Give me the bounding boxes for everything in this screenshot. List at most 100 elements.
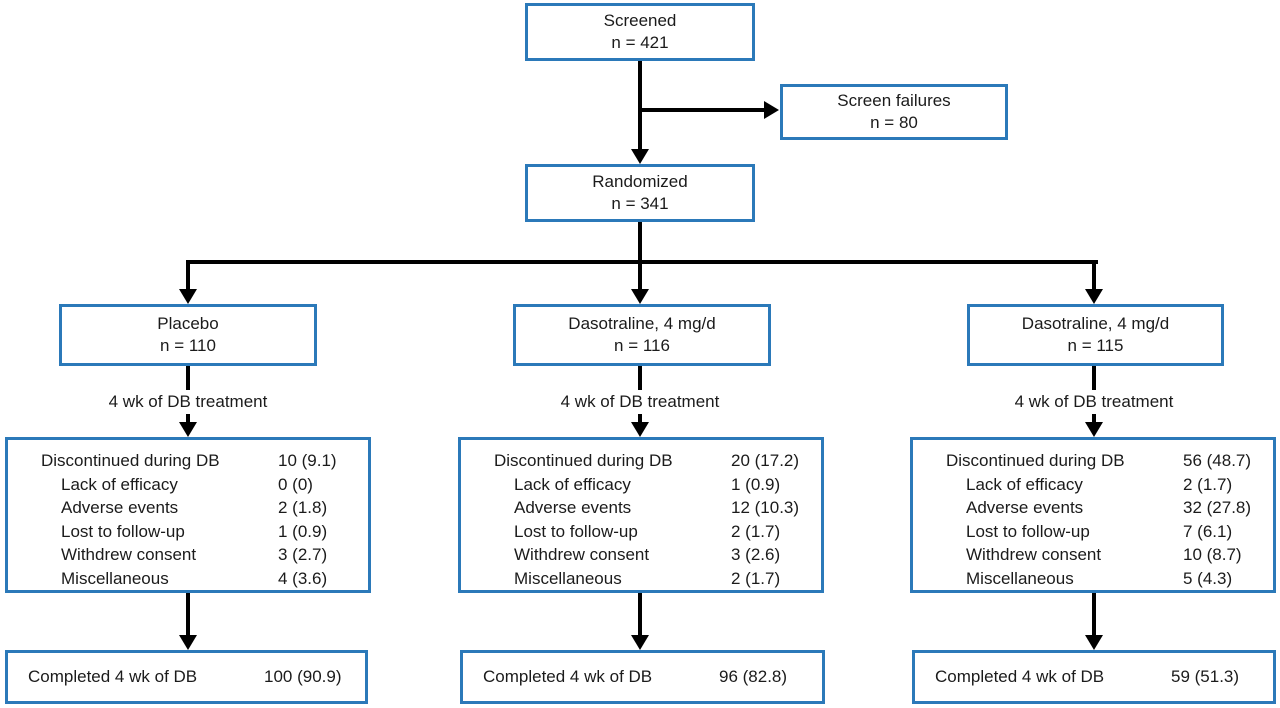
connector-label-discontinued-center	[638, 414, 642, 424]
row-value: 7 (6.1)	[1183, 521, 1233, 541]
connector-discontinued-completed-right	[1092, 593, 1096, 635]
row-value: 59 (51.3)	[1171, 667, 1240, 686]
discontinued-row: Adverse events 12 (10.3)	[461, 496, 821, 520]
randomized-n: n = 341	[611, 194, 669, 213]
arrow-down-icon	[179, 635, 197, 650]
row-label: Withdrew consent	[966, 545, 1102, 564]
row-label: Discontinued during DB	[946, 451, 1125, 470]
row-value: 2 (1.7)	[731, 568, 781, 588]
row-value: 56 (48.7)	[1183, 451, 1252, 470]
row-value: 96 (82.8)	[719, 667, 788, 686]
arrow-down-icon	[179, 422, 197, 437]
discontinued-row: Lost to follow-up 7 (6.1)	[913, 520, 1273, 544]
arm-box-dasotraline-116: Dasotraline, 4 mg/d n = 116	[513, 304, 771, 366]
arrow-down-icon	[631, 422, 649, 437]
arrow-down-icon	[1085, 289, 1103, 304]
connector-discontinued-completed-center	[638, 593, 642, 635]
arrow-down-icon	[631, 635, 649, 650]
discontinued-row: Miscellaneous 2 (1.7)	[461, 567, 821, 591]
arm-box-dasotraline-115: Dasotraline, 4 mg/d n = 115	[967, 304, 1224, 366]
arrow-down-icon	[631, 289, 649, 304]
row-value: 2 (1.7)	[1183, 474, 1233, 494]
arrow-right-icon	[764, 101, 779, 119]
screen-failures-n: n = 80	[870, 113, 918, 132]
row-label: Lost to follow-up	[61, 521, 185, 541]
row-value: 12 (10.3)	[731, 498, 800, 517]
discontinued-row: Adverse events 32 (27.8)	[913, 496, 1273, 520]
discontinued-row: Adverse events 2 (1.8)	[8, 496, 368, 520]
row-value: 32 (27.8)	[1183, 498, 1252, 517]
branch-drop-left	[186, 260, 190, 290]
discontinued-row: Withdrew consent 3 (2.7)	[8, 543, 368, 567]
row-label: Lost to follow-up	[966, 521, 1090, 541]
connector-discontinued-completed-left	[186, 593, 190, 635]
arrow-down-icon	[179, 289, 197, 304]
row-label: Completed 4 wk of DB	[28, 667, 198, 686]
row-value: 5 (4.3)	[1183, 568, 1233, 588]
connector-label-discontinued-left	[186, 414, 190, 424]
row-value: 20 (17.2)	[731, 451, 800, 470]
row-label: Miscellaneous	[514, 568, 622, 588]
row-label: Discontinued during DB	[494, 451, 673, 470]
row-value: 10 (9.1)	[278, 451, 337, 470]
row-value: 2 (1.8)	[278, 498, 328, 517]
arm-title: Placebo	[157, 314, 219, 333]
connector-randomized-branch	[638, 222, 642, 264]
row-value: 1 (0.9)	[278, 521, 328, 541]
row-value: 3 (2.7)	[278, 545, 328, 564]
discontinued-row: Discontinued during DB 10 (9.1)	[8, 449, 368, 473]
discontinued-box-placebo: Discontinued during DB 10 (9.1) Lack of …	[5, 437, 371, 593]
completed-row: Completed 4 wk of DB 59 (51.3)	[915, 667, 1273, 687]
arrow-down-icon	[1085, 422, 1103, 437]
row-value: 100 (90.9)	[264, 667, 342, 686]
arm-box-placebo: Placebo n = 110	[59, 304, 317, 366]
row-label: Completed 4 wk of DB	[483, 667, 653, 686]
screened-title: Screened	[603, 11, 677, 30]
discontinued-row: Lost to follow-up 1 (0.9)	[8, 520, 368, 544]
treatment-duration-label: 4 wk of DB treatment	[520, 392, 760, 412]
row-label: Adverse events	[966, 498, 1084, 517]
randomized-title: Randomized	[592, 172, 688, 191]
row-label: Lack of efficacy	[514, 474, 631, 494]
discontinued-row: Lost to follow-up 2 (1.7)	[461, 520, 821, 544]
completed-row: Completed 4 wk of DB 96 (82.8)	[463, 667, 822, 687]
screened-box: Screened n = 421	[525, 3, 755, 61]
row-label: Completed 4 wk of DB	[935, 667, 1105, 686]
discontinued-box-dasotraline-115: Discontinued during DB 56 (48.7) Lack of…	[910, 437, 1276, 593]
row-value: 0 (0)	[278, 474, 313, 494]
row-value: 2 (1.7)	[731, 521, 781, 541]
row-value: 4 (3.6)	[278, 568, 328, 588]
discontinued-row: Lack of efficacy 1 (0.9)	[461, 473, 821, 497]
row-label: Withdrew consent	[514, 545, 650, 564]
discontinued-box-dasotraline-116: Discontinued during DB 20 (17.2) Lack of…	[458, 437, 824, 593]
branch-drop-right	[1092, 260, 1096, 290]
screen-failures-box: Screen failures n = 80	[780, 84, 1008, 140]
connector-arm-label-left	[186, 366, 190, 390]
treatment-duration-label: 4 wk of DB treatment	[974, 392, 1214, 412]
discontinued-row: Lack of efficacy 2 (1.7)	[913, 473, 1273, 497]
row-label: Discontinued during DB	[41, 451, 220, 470]
completed-row: Completed 4 wk of DB 100 (90.9)	[8, 667, 365, 687]
row-label: Miscellaneous	[966, 568, 1074, 588]
treatment-duration-label: 4 wk of DB treatment	[68, 392, 308, 412]
row-label: Lack of efficacy	[966, 474, 1083, 494]
connector-label-discontinued-right	[1092, 414, 1096, 424]
row-label: Miscellaneous	[61, 568, 169, 588]
discontinued-row: Discontinued during DB 20 (17.2)	[461, 449, 821, 473]
discontinued-row: Lack of efficacy 0 (0)	[8, 473, 368, 497]
arm-n: n = 116	[614, 336, 670, 355]
screened-n: n = 421	[611, 33, 669, 52]
connector-screened-randomized	[638, 61, 642, 149]
discontinued-row: Withdrew consent 10 (8.7)	[913, 543, 1273, 567]
arrow-down-icon	[631, 149, 649, 164]
arm-n: n = 110	[160, 336, 216, 355]
screen-failures-title: Screen failures	[837, 91, 951, 110]
row-value: 10 (8.7)	[1183, 545, 1242, 564]
arm-n: n = 115	[1067, 336, 1124, 355]
randomized-box: Randomized n = 341	[525, 164, 755, 222]
arm-title: Dasotraline, 4 mg/d	[568, 314, 716, 333]
discontinued-row: Discontinued during DB 56 (48.7)	[913, 449, 1273, 473]
row-label: Lack of efficacy	[61, 474, 178, 494]
row-label: Adverse events	[61, 498, 179, 517]
